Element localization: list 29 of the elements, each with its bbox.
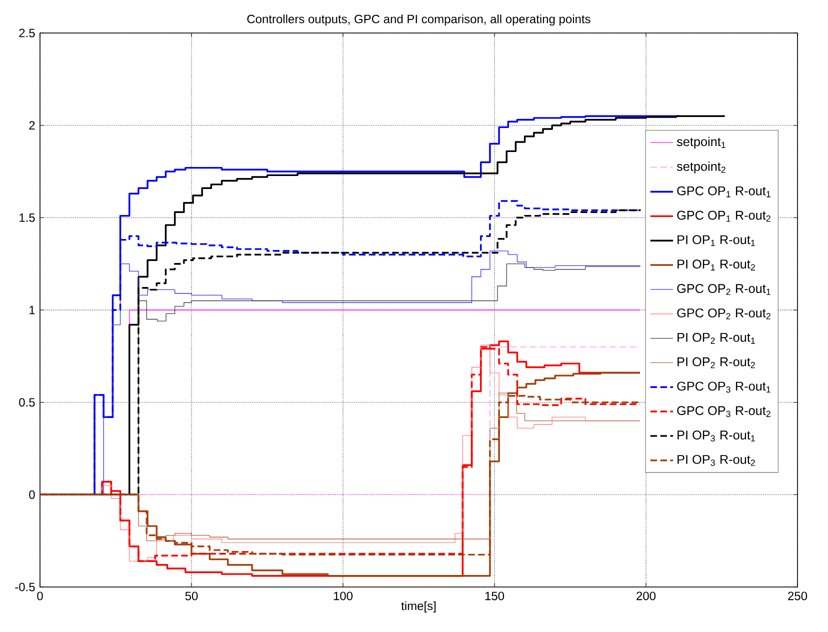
x-tick-label: 250 xyxy=(788,592,808,600)
legend-label: PI OP$_{1}$ R-out$_{1}$ xyxy=(678,235,755,246)
legend-label: GPC OP$_{1}$ R-out$_{1}$ xyxy=(677,186,770,198)
x-axis-title: time[s] xyxy=(401,601,436,613)
x-tick-label: 100 xyxy=(334,592,353,600)
legend-label: GPC OP$_{3}$ R-out$_{2}$ xyxy=(677,406,770,418)
legend-label: setpoint$_{2}$ xyxy=(676,162,726,174)
legend-label: setpoint$_{1}$ xyxy=(676,136,726,149)
x-tick-label: 50 xyxy=(185,592,198,600)
legend-label: GPC OP$_{3}$ R-out$_{1}$ xyxy=(677,382,770,393)
y-tick-label: 0 xyxy=(29,490,35,499)
x-tick-label: 200 xyxy=(636,592,656,600)
y-tick-label: 2.5 xyxy=(19,28,35,38)
chart-title: Controllers outputs, GPC and PI comparison, all operating points xyxy=(247,14,590,26)
y-tick-label: 1.5 xyxy=(20,213,35,222)
y-tick-label: 2 xyxy=(29,121,35,130)
legend-label: GPC OP$_{2}$ R-out$_{2}$ xyxy=(677,308,770,320)
legend-label: GPC OP$_{1}$ R-out$_{2}$ xyxy=(677,210,770,222)
legend-label: GPC OP$_{2}$ R-out$_{1}$ xyxy=(677,284,770,295)
legend-label: PI OP$_{3}$ R-out$_{1}$ xyxy=(678,430,755,442)
y-tick-label: 0.5 xyxy=(19,398,35,407)
legend-label: PI OP$_{2}$ R-out$_{2}$ xyxy=(678,357,755,368)
y-tick-label: 1 xyxy=(30,306,35,314)
legend-label: PI OP$_{1}$ R-out$_{2}$ xyxy=(678,260,755,270)
y-tick-label: -0.5 xyxy=(15,582,35,592)
x-tick-label: 150 xyxy=(485,592,504,600)
legend-label: PI OP$_{3}$ R-out$_{2}$ xyxy=(678,454,755,466)
legend-label: PI OP$_{2}$ R-out$_{1}$ xyxy=(678,332,755,344)
x-tick-label: 0 xyxy=(37,592,43,600)
